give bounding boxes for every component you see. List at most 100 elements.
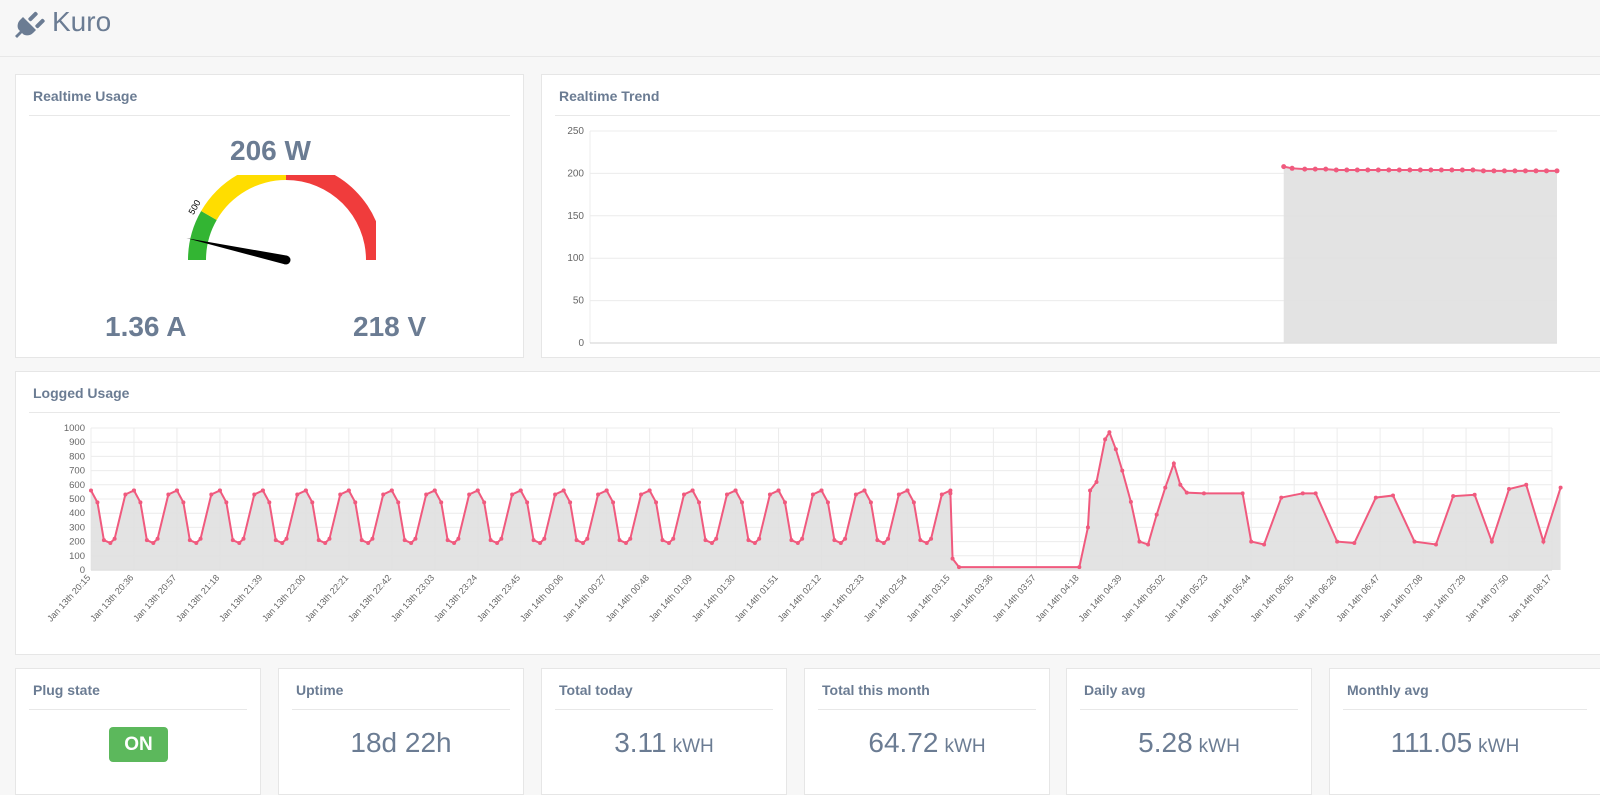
x-tick-label: Jan 14th 00:27 xyxy=(561,573,608,624)
total-today-card: Total today 3.11 kWH xyxy=(541,668,787,795)
data-point xyxy=(875,538,880,543)
data-point xyxy=(327,536,332,541)
plug-state-toggle[interactable]: ON xyxy=(109,727,168,762)
volts-value: 218 V xyxy=(353,311,427,342)
data-point xyxy=(1289,165,1295,171)
x-tick-label: Jan 14th 03:57 xyxy=(991,573,1038,624)
data-point xyxy=(553,492,558,497)
data-point xyxy=(241,536,246,541)
data-point xyxy=(596,492,601,497)
data-point xyxy=(181,500,186,505)
data-point xyxy=(338,492,343,497)
data-point xyxy=(1146,542,1151,547)
data-point xyxy=(714,536,719,541)
data-point xyxy=(495,541,500,546)
x-tick-label: Jan 13th 20:15 xyxy=(45,573,92,624)
data-point xyxy=(1524,482,1529,487)
data-point xyxy=(1373,495,1378,500)
data-point xyxy=(581,541,586,546)
data-point xyxy=(585,536,590,541)
total-today-stat: 3.11 kWH xyxy=(542,727,786,759)
data-point xyxy=(1491,168,1497,174)
x-tick-label: Jan 13th 23:24 xyxy=(432,573,479,624)
data-point xyxy=(776,488,781,493)
data-point xyxy=(1512,168,1518,174)
x-tick-label: Jan 14th 06:05 xyxy=(1248,573,1295,624)
data-point xyxy=(174,488,179,493)
data-point xyxy=(1120,468,1125,473)
data-point xyxy=(1522,168,1528,174)
data-point xyxy=(1313,491,1318,496)
data-point xyxy=(456,536,461,541)
watts-value: 206 W xyxy=(230,135,311,166)
y-tick-label: 0 xyxy=(578,338,584,349)
uptime-card: Uptime 18d 22h xyxy=(278,668,524,795)
data-point xyxy=(1533,168,1539,174)
divider xyxy=(1343,709,1587,710)
data-point xyxy=(1323,166,1329,172)
data-point xyxy=(1088,488,1093,493)
data-point xyxy=(905,488,910,493)
y-tick-label: 100 xyxy=(69,551,85,562)
data-point xyxy=(452,541,457,546)
data-point xyxy=(310,500,315,505)
x-tick-label: Jan 13th 20:57 xyxy=(131,573,178,624)
data-point xyxy=(252,492,257,497)
x-tick-label: Jan 14th 07:50 xyxy=(1463,573,1510,624)
data-point xyxy=(151,541,156,546)
data-point xyxy=(108,541,113,546)
data-point xyxy=(697,500,702,505)
unit-label: kWH xyxy=(1198,736,1240,757)
data-point xyxy=(1281,164,1287,170)
x-tick-label: Jan 14th 08:17 xyxy=(1506,573,1553,624)
data-point xyxy=(703,538,708,543)
data-point xyxy=(1375,167,1381,173)
data-point xyxy=(1113,447,1118,452)
data-point xyxy=(654,500,659,505)
data-point xyxy=(1302,166,1308,172)
data-point xyxy=(1171,461,1176,466)
data-point xyxy=(1451,494,1456,499)
data-point xyxy=(950,556,955,561)
data-point xyxy=(660,538,665,543)
x-tick-label: Jan 14th 00:06 xyxy=(518,573,565,624)
data-point xyxy=(1249,539,1254,544)
data-point xyxy=(432,488,437,493)
data-point xyxy=(853,492,858,497)
data-point xyxy=(752,541,757,546)
x-tick-label: Jan 14th 04:39 xyxy=(1076,573,1123,624)
data-point xyxy=(1103,437,1108,442)
data-point xyxy=(1178,482,1183,487)
data-point xyxy=(224,500,229,505)
x-tick-label: Jan 14th 07:08 xyxy=(1377,573,1424,624)
data-point xyxy=(467,492,472,497)
data-point xyxy=(295,492,300,497)
data-point xyxy=(561,488,566,493)
data-point xyxy=(409,541,414,546)
data-point xyxy=(611,500,616,505)
data-point xyxy=(187,538,192,543)
data-point xyxy=(1163,485,1168,490)
data-point xyxy=(1107,430,1112,435)
gauge-hub xyxy=(281,255,291,265)
data-point xyxy=(929,536,934,541)
data-point xyxy=(1365,167,1371,173)
data-point xyxy=(359,538,364,543)
y-tick-label: 900 xyxy=(69,437,85,448)
y-tick-label: 200 xyxy=(567,168,584,179)
data-point xyxy=(1154,512,1159,517)
data-point xyxy=(1300,491,1305,496)
data-point xyxy=(413,536,418,541)
data-point xyxy=(1412,539,1417,544)
data-point xyxy=(1094,479,1099,484)
total-month-stat: 64.72 kWH xyxy=(805,727,1049,759)
data-point xyxy=(1407,167,1413,173)
data-point xyxy=(1480,168,1486,174)
y-tick-label: 700 xyxy=(69,466,85,477)
data-point xyxy=(800,536,805,541)
plug-state-card: Plug state ON xyxy=(15,668,261,795)
data-point xyxy=(832,538,837,543)
data-point xyxy=(542,536,547,541)
